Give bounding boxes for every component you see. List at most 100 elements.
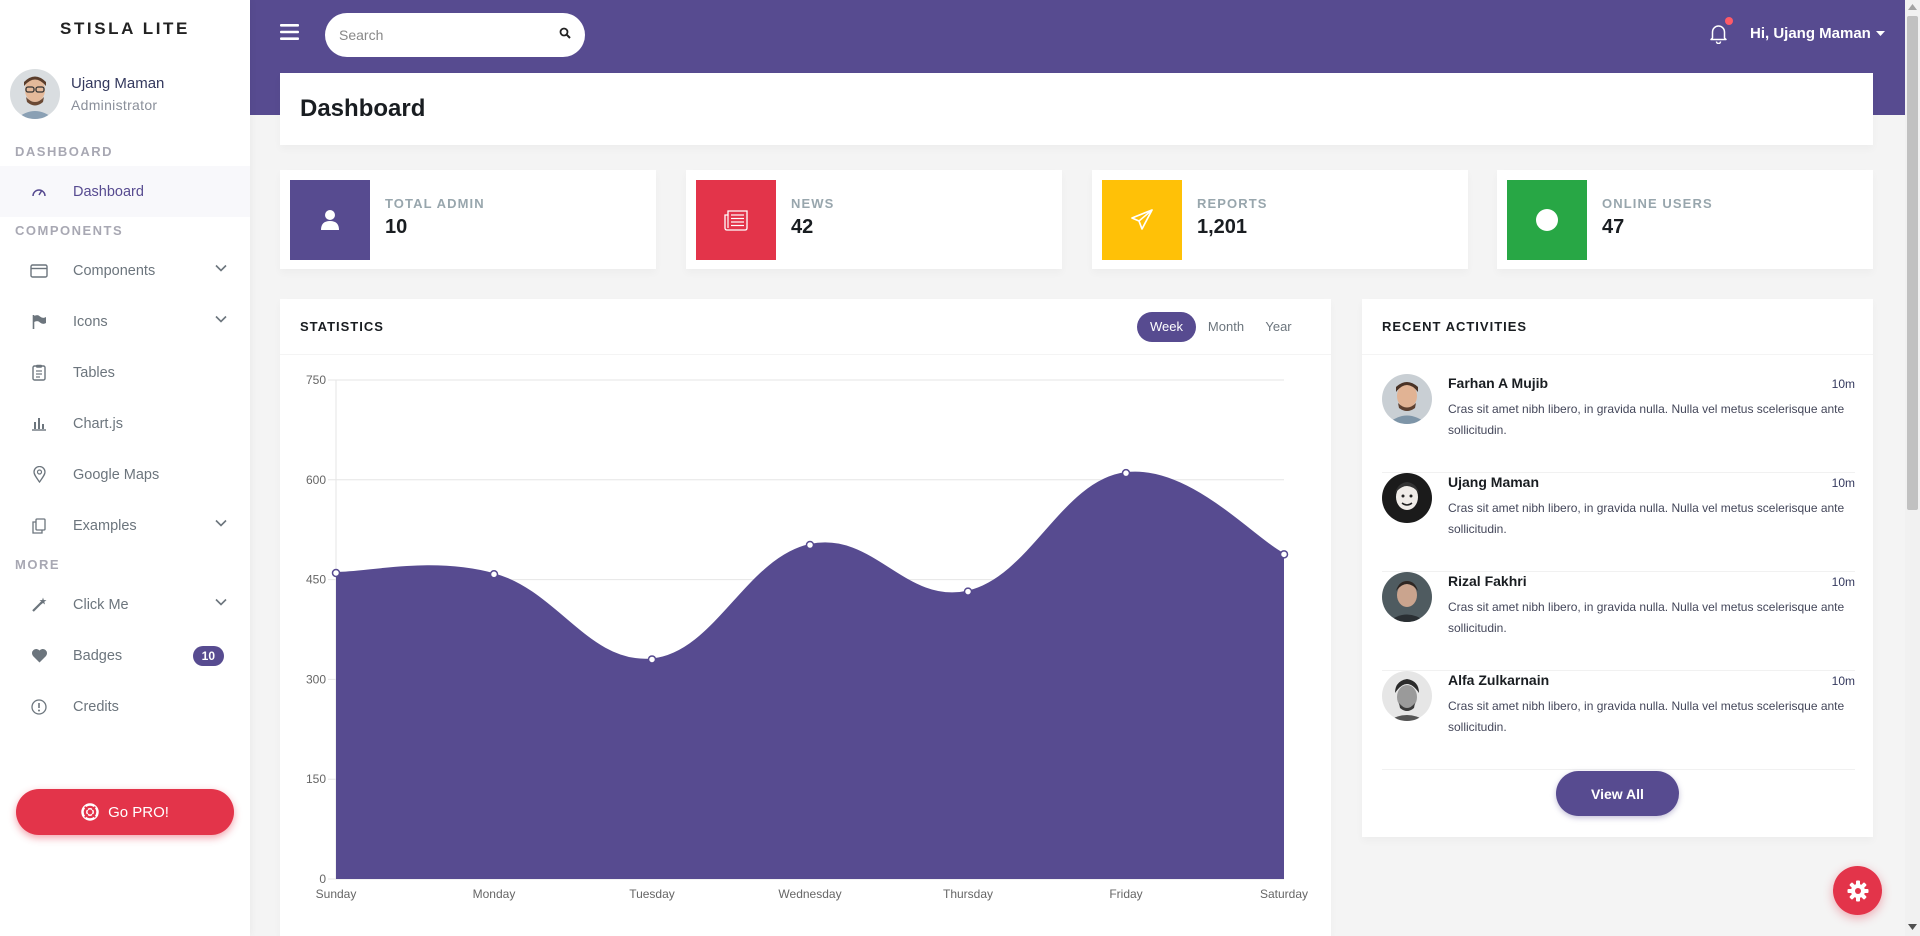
user-menu[interactable]: Hi, Ujang Maman [1750,25,1885,42]
data-point [1279,550,1289,559]
sidebar-item-label: Components [73,262,156,279]
notification-dot [1725,17,1733,25]
activity-text: Cras sit amet nibh libero, in gravida nu… [1448,600,1845,635]
sidebar-item-examples[interactable]: Examples [0,500,250,551]
stat-label: NEWS [791,196,835,211]
stat-icon-box [696,180,776,260]
statistics-chart: 0 150 300 450 600 750 Sunday Monday Tuesday Wedne… [306,373,1308,901]
activity-time: 10m [1831,575,1855,589]
stat-icon-box [290,180,370,260]
menu-header-dashboard: DASHBOARD [15,144,113,159]
menu-toggle-icon[interactable] [280,24,299,40]
sidebar-item-label: Tables [73,364,115,381]
range-week-button[interactable]: Week [1137,312,1196,342]
sidebar-item-label: Chart.js [73,415,123,432]
sidebar-item-components[interactable]: Components [0,245,250,296]
search-icon[interactable] [559,27,571,39]
statistics-card: STATISTICS Week Month Year 0 150 300 450 600… [280,299,1331,936]
search-input[interactable] [339,27,544,43]
user-icon [321,210,339,230]
stat-label: ONLINE USERS [1602,196,1713,211]
data-point [331,568,341,578]
series-area [336,472,1284,879]
scroll-up-arrow-icon[interactable] [1908,4,1917,10]
page-title: Dashboard [300,95,426,122]
view-all-button[interactable]: View All [1556,771,1679,816]
chevron-down-icon [215,315,227,323]
caret-down-icon [1875,31,1885,36]
chevron-down-icon [215,598,227,606]
range-month-button[interactable]: Month [1207,319,1245,334]
life-ring-icon [81,803,99,821]
stat-card-total-admin: TOTAL ADMIN 10 [280,170,656,269]
map-pin-icon [29,465,49,485]
bell-icon[interactable] [1709,23,1728,44]
activity-item: Farhan A Mujib 10m Cras sit amet nibh li… [1382,374,1855,473]
sidebar-item-label: Dashboard [73,183,144,200]
stat-label: REPORTS [1197,196,1268,211]
activity-name: Alfa Zulkarnain [1448,672,1550,688]
section-header: Dashboard [280,73,1873,145]
search-bar [325,13,585,57]
info-icon [29,697,49,717]
sidebar-item-badges[interactable]: Badges 10 [0,630,250,681]
sidebar-user: Ujang Maman Administrator [0,58,250,130]
chevron-down-icon [215,264,227,272]
recent-activities-card: RECENT ACTIVITIES Farhan A Mujib 10m Cra… [1362,299,1873,837]
card-divider [280,354,1331,355]
sidebar-user-name: Ujang Maman [71,75,165,92]
stat-card-online-users: ONLINE USERS 47 [1497,170,1873,269]
y-tick-label: 600 [306,473,326,487]
sidebar: STISLA LITE Ujang Maman Administrator DA… [0,0,250,936]
activity-item: Ujang Maman 10m Cras sit amet nibh liber… [1382,473,1855,572]
x-tick-label: Monday [473,887,516,901]
badge-count: 10 [192,646,224,666]
activity-name: Ujang Maman [1448,474,1540,490]
sidebar-item-chartjs[interactable]: Chart.js [0,398,250,449]
activity-time: 10m [1831,476,1855,490]
statistics-title: STATISTICS [300,319,384,334]
sidebar-item-tables[interactable]: Tables [0,347,250,398]
x-tick-label: Tuesday [629,887,675,901]
avatar [10,69,60,119]
sidebar-item-credits[interactable]: Credits [0,681,250,732]
activities-title: RECENT ACTIVITIES [1382,319,1528,334]
scrollbar-thumb[interactable] [1907,16,1918,510]
y-tick-label: 0 [319,872,326,886]
sidebar-item-label: Click Me [73,596,129,613]
heart-icon [29,646,49,666]
scroll-down-arrow-icon[interactable] [1908,924,1917,930]
copy-icon [29,516,49,536]
avatar [1382,572,1432,622]
range-year-button[interactable]: Year [1265,319,1292,334]
stat-value: 10 [385,216,408,238]
activity-text: Cras sit amet nibh libero, in gravida nu… [1448,699,1845,734]
sidebar-item-dashboard[interactable]: Dashboard [0,166,250,217]
sidebar-item-google-maps[interactable]: Google Maps [0,449,250,500]
user-greeting: Hi, Ujang Maman [1750,25,1871,42]
x-tick-label: Saturday [1260,887,1308,901]
y-tick-label: 150 [306,772,326,786]
x-tick-label: Friday [1109,887,1142,901]
avatar [1382,671,1432,721]
sidebar-user-role: Administrator [71,97,158,113]
sidebar-item-click-me[interactable]: Click Me [0,579,250,630]
settings-button[interactable] [1833,866,1882,915]
data-point [805,540,815,550]
sidebar-item-label: Badges [73,647,123,664]
sidebar-item-icons[interactable]: Icons [0,296,250,347]
x-tick-label: Wednesday [778,887,841,901]
avatar [1382,374,1432,424]
go-pro-button[interactable]: Go PRO! [16,789,234,835]
stat-label: TOTAL ADMIN [385,196,485,211]
dashboard-icon [29,182,49,202]
stat-value: 1,201 [1197,216,1248,238]
newspaper-icon [724,209,748,231]
y-tick-label: 300 [306,672,326,686]
window-icon [29,261,49,281]
activity-text: Cras sit amet nibh libero, in gravida nu… [1448,402,1845,437]
avatar [1382,473,1432,523]
brand-logo[interactable]: STISLA LITE [60,19,190,38]
sidebar-item-label: Credits [73,698,119,715]
stat-card-reports: REPORTS 1,201 [1092,170,1468,269]
